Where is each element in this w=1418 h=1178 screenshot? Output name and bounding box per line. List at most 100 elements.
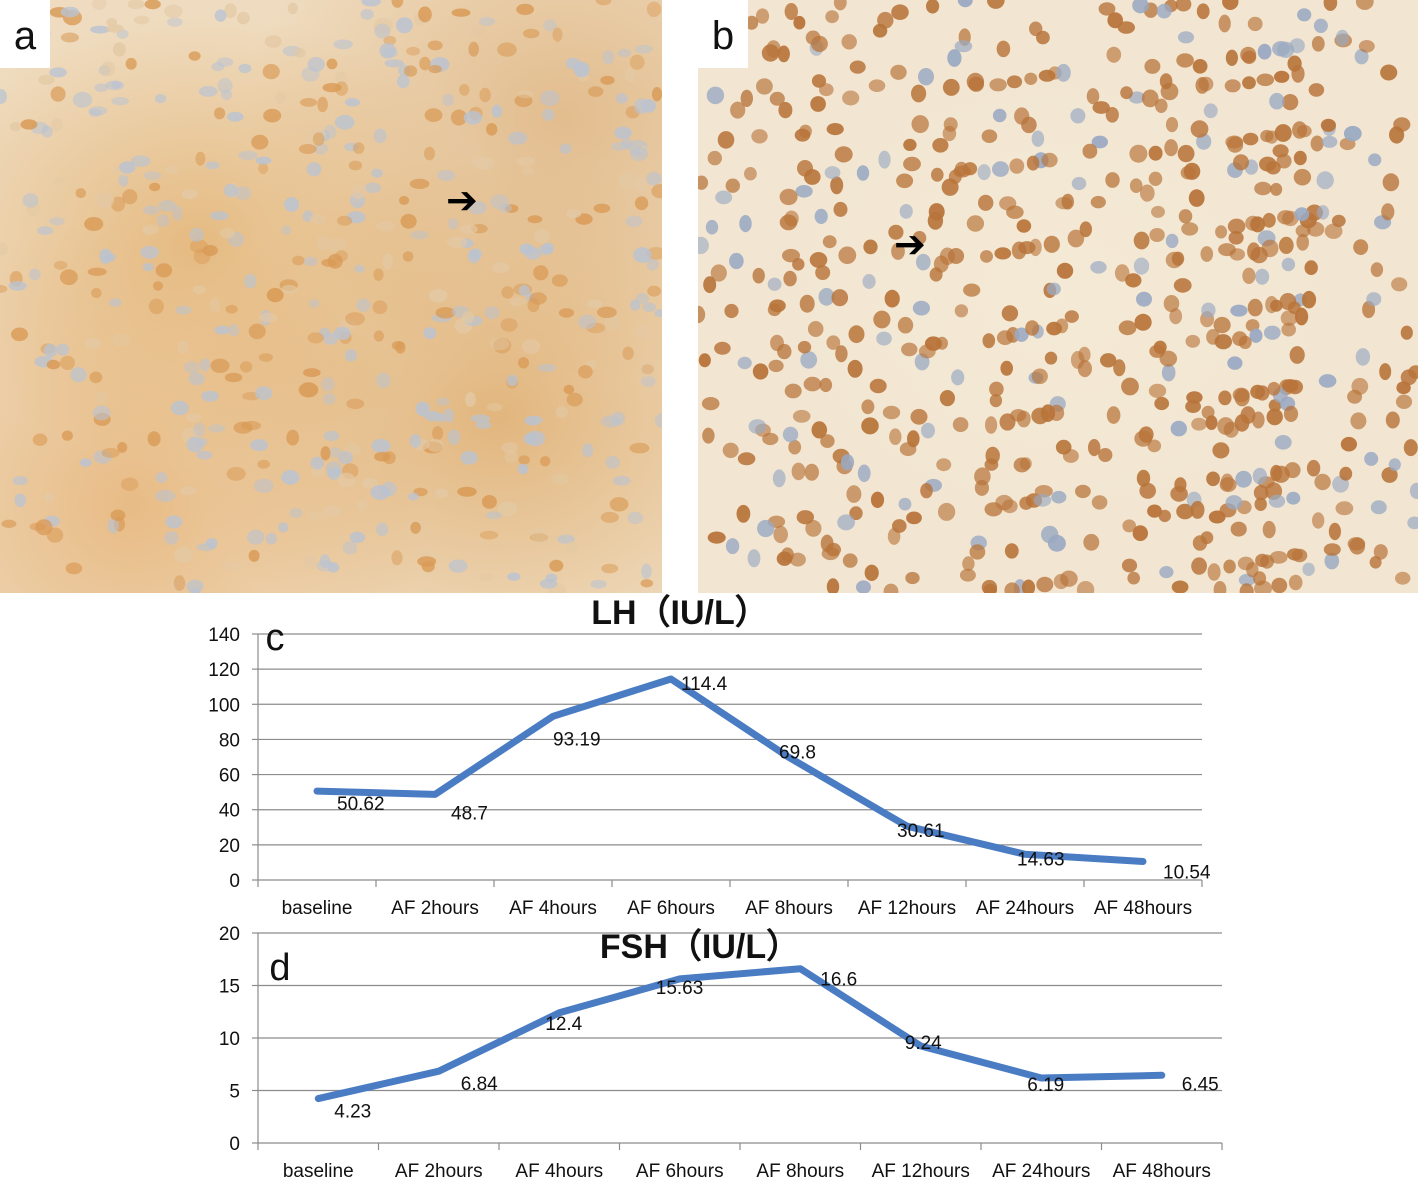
y-tick-label: 80 [219, 730, 240, 751]
cell-nucleus [842, 553, 858, 568]
cell-nucleus [518, 455, 530, 465]
cell-nucleus [959, 568, 976, 582]
cell-nucleus [783, 270, 797, 287]
cell-nucleus [0, 284, 8, 293]
cell-nucleus [175, 305, 192, 315]
cell-nucleus [189, 227, 205, 242]
cell-nucleus [1133, 231, 1150, 250]
cell-nucleus [831, 289, 849, 307]
cell-nucleus [1165, 251, 1183, 269]
cell-nucleus [642, 302, 656, 313]
cell-nucleus [186, 436, 204, 453]
cell-nucleus [1364, 451, 1379, 466]
cell-nucleus [747, 549, 761, 568]
cell-nucleus [921, 422, 935, 439]
cell-nucleus [767, 277, 782, 291]
cell-nucleus [1090, 195, 1106, 209]
cell-nucleus [462, 311, 475, 324]
cell-nucleus [155, 263, 173, 278]
cell-nucleus [906, 511, 922, 525]
cell-nucleus [745, 15, 759, 30]
cell-nucleus [752, 267, 765, 284]
cell-nucleus [1339, 466, 1353, 481]
cell-nucleus [517, 90, 534, 99]
cell-nucleus [1043, 235, 1060, 253]
cell-nucleus [396, 17, 413, 34]
cell-nucleus [1121, 377, 1139, 396]
cell-nucleus [782, 248, 800, 263]
cell-nucleus [543, 19, 557, 32]
cell-nucleus [784, 3, 798, 20]
cell-nucleus [768, 359, 784, 373]
cell-nucleus [984, 458, 999, 471]
cell-nucleus [698, 305, 706, 324]
cell-nucleus [1283, 405, 1299, 422]
x-category-label: AF 24hours [976, 898, 1074, 919]
fsh-line-chart: 0 5 10 15 20 baseline AF 2hours AF 4hours AF 6ho… [219, 924, 1223, 1178]
cell-nucleus [744, 167, 757, 181]
cell-nucleus [646, 258, 659, 271]
cell-nucleus [878, 150, 891, 169]
cell-nucleus [550, 473, 569, 486]
cell-nucleus [1141, 89, 1159, 108]
cell-nucleus [1190, 501, 1205, 519]
cell-nucleus [698, 175, 709, 190]
cell-nucleus [1098, 448, 1113, 462]
cell-nucleus [374, 23, 391, 39]
cell-nucleus [820, 434, 835, 448]
y-tick-label: 20 [219, 924, 240, 945]
cell-nucleus [281, 225, 292, 235]
cell-nucleus [629, 442, 650, 454]
cell-nucleus [1019, 457, 1032, 470]
cell-nucleus [566, 392, 583, 407]
cell-nucleus [593, 203, 611, 213]
cell-nucleus [88, 106, 108, 116]
cell-nucleus [521, 339, 541, 354]
cell-nucleus [1136, 291, 1152, 307]
cell-nucleus [912, 231, 927, 245]
cell-nucleus [646, 1, 662, 17]
cell-nucleus [951, 369, 965, 386]
cell-nucleus [110, 509, 126, 522]
cell-nucleus [877, 11, 894, 29]
cell-nucleus [50, 86, 66, 102]
cell-nucleus [926, 0, 940, 14]
cell-nucleus [978, 194, 994, 211]
cell-nucleus [634, 177, 647, 192]
cell-nucleus [1270, 464, 1283, 482]
cell-nucleus [238, 150, 258, 161]
cell-nucleus [391, 550, 403, 566]
cell-nucleus [317, 96, 328, 113]
cell-nucleus [937, 502, 956, 521]
cell-nucleus [459, 224, 478, 234]
cell-nucleus [185, 413, 202, 423]
cell-nucleus [1294, 207, 1310, 222]
cell-nucleus [471, 24, 485, 37]
cell-nucleus [1181, 222, 1199, 236]
cell-nucleus [609, 497, 629, 512]
cell-nucleus [1257, 43, 1272, 60]
cell-nucleus [1191, 417, 1207, 431]
y-tick-label: 60 [219, 766, 240, 787]
cell-nucleus [630, 299, 641, 311]
cell-nucleus [376, 522, 389, 537]
cell-nucleus [974, 467, 991, 486]
cell-nucleus [1159, 566, 1174, 579]
cell-nucleus [549, 559, 564, 572]
cell-nucleus [91, 287, 102, 299]
cell-nucleus [109, 298, 122, 307]
cell-nucleus [947, 248, 965, 264]
cell-nucleus [1127, 571, 1140, 585]
cell-nucleus [164, 4, 183, 18]
cell-nucleus [810, 96, 826, 112]
cell-nucleus [158, 200, 177, 212]
cell-nucleus [947, 49, 962, 67]
cell-nucleus [1046, 282, 1061, 296]
cell-nucleus [127, 0, 145, 10]
cell-nucleus [248, 323, 266, 340]
cell-nucleus [815, 265, 831, 280]
cell-nucleus [1176, 503, 1194, 520]
cell-nucleus [1114, 264, 1130, 282]
cell-nucleus [257, 459, 271, 469]
cell-nucleus [1291, 64, 1305, 83]
